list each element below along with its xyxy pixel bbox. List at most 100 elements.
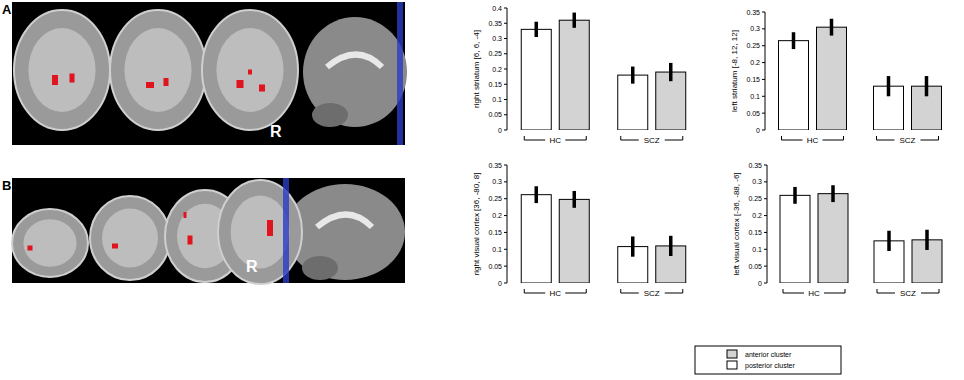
y-tick [504, 283, 507, 284]
y-tick [504, 114, 507, 115]
white-matter [231, 196, 290, 269]
y-tick-label: 0.25 [748, 195, 762, 202]
y-tick [762, 96, 765, 97]
y-tick-label: 0.3 [750, 25, 760, 32]
brain-panel: R [12, 178, 405, 284]
side-label: R [270, 123, 282, 140]
activation-cluster [164, 78, 169, 86]
brain-slice [12, 209, 88, 277]
y-tick [504, 130, 507, 131]
x-tick-label: SCZ [900, 289, 916, 298]
y-tick [504, 198, 507, 199]
y-tick-label: 0.3 [492, 35, 502, 42]
activation-cluster [70, 74, 75, 83]
y-tick [504, 69, 507, 70]
y-tick-label: 0.2 [752, 212, 762, 219]
y-tick [762, 45, 765, 46]
cerebellum [302, 256, 338, 280]
bar [559, 20, 589, 130]
error-bar [793, 187, 797, 204]
y-tick [764, 232, 767, 233]
activation-cluster [259, 85, 265, 92]
activation-cluster [146, 82, 154, 88]
y-tick [764, 266, 767, 267]
y-tick [504, 23, 507, 24]
panel-label: B [2, 178, 11, 193]
y-axis [767, 165, 768, 283]
activation-cluster [52, 75, 58, 85]
y-tick [764, 283, 767, 284]
x-tick-label: HC [808, 289, 820, 298]
y-axis-label: right visual cortex [36, -80, 8] [472, 173, 481, 276]
activation-cluster [248, 70, 252, 75]
y-axis-label: left striatum [-8, 12, 12] [730, 30, 739, 112]
y-tick [764, 198, 767, 199]
y-tick-label: 0.1 [492, 96, 502, 103]
y-tick-label: 0.25 [488, 195, 502, 202]
y-tick-label: 0.35 [488, 162, 502, 169]
white-matter [102, 209, 158, 268]
y-tick-label: 0 [756, 127, 760, 134]
brain-slice [218, 180, 302, 284]
y-tick-label: 0.15 [488, 229, 502, 236]
legend-label: posterior cluster [745, 362, 795, 370]
brain-slice [14, 10, 110, 130]
y-tick [504, 232, 507, 233]
slice-marker [283, 178, 289, 283]
x-tick-label: SCZ [900, 136, 916, 145]
bar-chart: 00.050.10.150.20.250.30.350.4right stria… [472, 5, 686, 146]
y-tick-label: 0.3 [492, 178, 502, 185]
y-tick-label: 0.15 [746, 76, 760, 83]
y-tick-label: 0.05 [746, 110, 760, 117]
y-tick-label: 0.15 [748, 229, 762, 236]
y-tick-label: 0.05 [488, 111, 502, 118]
y-tick [762, 12, 765, 13]
x-tick-label: SCZ [644, 136, 660, 145]
white-matter [216, 28, 283, 112]
figure: RARB00.050.10.150.20.250.30.350.4right s… [0, 0, 964, 380]
error-bar [925, 76, 929, 96]
y-tick [504, 8, 507, 9]
corpus-callosum [327, 55, 382, 68]
brain-slice [90, 196, 170, 280]
bars [521, 13, 686, 130]
x-tick-label: HC [549, 289, 561, 298]
y-tick [504, 53, 507, 54]
bar [780, 195, 810, 283]
y-tick-label: 0.1 [752, 246, 762, 253]
error-bar [573, 191, 577, 208]
y-tick [504, 38, 507, 39]
bar [559, 199, 589, 283]
error-bar [535, 22, 539, 37]
y-tick-label: 0.4 [492, 5, 502, 12]
error-bar [631, 236, 635, 256]
y-tick-label: 0.35 [748, 162, 762, 169]
white-matter [28, 28, 95, 112]
bars [780, 185, 942, 283]
bars [779, 19, 942, 130]
bar-chart: 00.050.10.150.20.250.30.35left striatum … [730, 9, 942, 146]
y-tick [504, 99, 507, 100]
y-tick-label: 0.05 [748, 263, 762, 270]
sagittal-slice [303, 17, 407, 127]
y-tick-label: 0.2 [492, 212, 502, 219]
y-tick [504, 215, 507, 216]
y-tick-label: 0 [498, 127, 502, 134]
y-tick [762, 130, 765, 131]
y-tick [504, 181, 507, 182]
brain-slice [202, 10, 298, 130]
y-tick [504, 84, 507, 85]
y-axis [507, 165, 508, 283]
y-tick [762, 113, 765, 114]
activation-cluster [184, 212, 187, 218]
bar [817, 27, 847, 130]
y-tick-label: 0.1 [750, 93, 760, 100]
y-tick-label: 0.35 [746, 9, 760, 16]
y-tick-label: 0 [758, 280, 762, 287]
activation-cluster [188, 236, 193, 245]
y-tick [504, 165, 507, 166]
error-bar [573, 13, 577, 28]
x-tick-label: HC [807, 136, 819, 145]
brain-panel: R [12, 2, 407, 145]
bars [521, 186, 686, 283]
